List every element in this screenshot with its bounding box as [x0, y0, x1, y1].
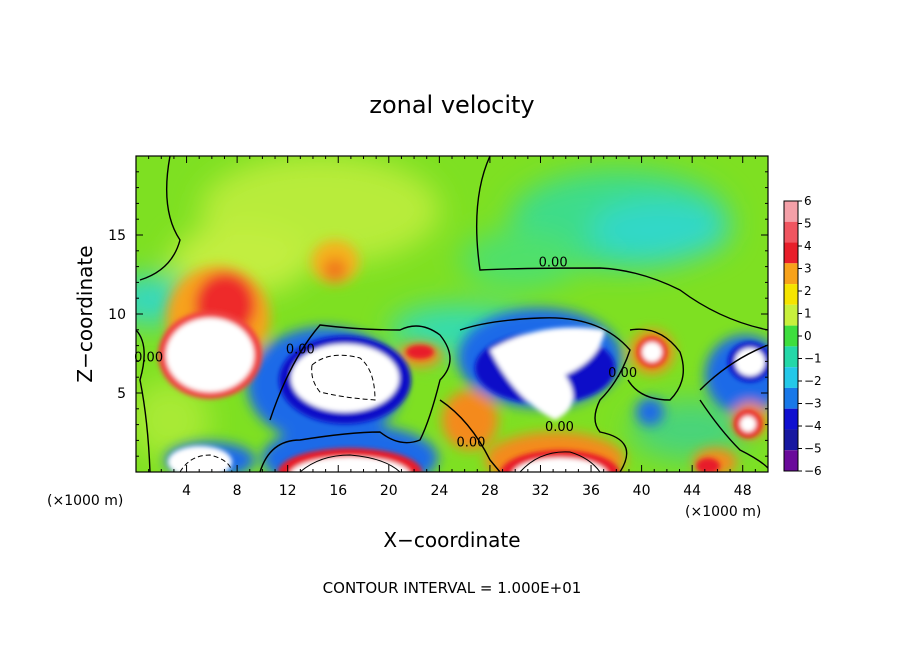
y-tick-label: 15 — [108, 228, 126, 244]
heatmap-field — [136, 156, 768, 472]
colorbar-swatch — [784, 387, 798, 409]
x-tick-label: 16 — [329, 483, 347, 499]
colorbar: 6 5 4 3 2 1 0 −1 −2 −3 −4 −5 −6 — [783, 194, 822, 478]
positive-contours — [299, 451, 601, 472]
y-axis-ticks: 5 10 15 — [108, 171, 768, 457]
colorbar-swatch — [784, 429, 798, 451]
colorbar-label: −2 — [804, 374, 822, 388]
x-axis-units-left: (×1000 m) — [47, 493, 123, 509]
colorbar-swatch — [784, 304, 798, 326]
x-tick-label: 48 — [734, 483, 752, 499]
colorbar-swatch — [784, 367, 798, 388]
x-axis-label: X−coordinate — [383, 528, 520, 552]
colorbar-swatch — [784, 408, 798, 430]
y-axis-label: Z−coordinate — [73, 245, 97, 382]
field-cores — [158, 311, 768, 472]
zero-contours — [136, 156, 768, 472]
y-tick-label: 10 — [108, 307, 126, 323]
x-tick-label: 44 — [683, 483, 701, 499]
colorbar-label: −1 — [804, 352, 822, 366]
contour-label: 0.00 — [545, 420, 574, 435]
contour-label: 0.00 — [286, 343, 315, 358]
colorbar-swatch — [784, 201, 798, 222]
colorbar-label: 6 — [804, 194, 812, 208]
chart-title: zonal velocity — [369, 91, 534, 119]
negative-contours — [179, 354, 376, 472]
contour-label: 0.00 — [539, 256, 568, 271]
x-tick-label: 32 — [532, 483, 550, 499]
x-axis-ticks: 4 8 12 16 20 24 28 32 36 40 44 48 — [148, 156, 756, 499]
colorbar-swatch — [784, 346, 798, 368]
contour-label: 0.00 — [608, 366, 637, 381]
colorbar-swatch — [784, 325, 798, 347]
contour-label: 0.00 — [134, 350, 163, 365]
colorbar-label: 3 — [804, 262, 812, 276]
colorbar-label: −4 — [804, 419, 822, 433]
colorbar-swatch — [784, 263, 798, 285]
colorbar-label: 1 — [804, 307, 812, 321]
y-tick-label: 5 — [117, 386, 126, 402]
x-tick-label: 4 — [182, 483, 191, 499]
colorbar-label: 0 — [804, 329, 812, 343]
x-tick-label: 12 — [279, 483, 297, 499]
contour-label: 0.00 — [456, 436, 485, 451]
colorbar-label: 4 — [804, 239, 812, 253]
colorbar-label: −6 — [804, 464, 822, 478]
colorbar-label: −3 — [804, 397, 822, 411]
colorbar-label: 5 — [804, 217, 812, 231]
colorbar-swatch — [784, 284, 798, 305]
colorbar-label: −5 — [804, 442, 822, 456]
x-tick-label: 40 — [633, 483, 651, 499]
colorbar-label: 2 — [804, 284, 812, 298]
contour-labels: 0.00 0.00 0.00 0.00 0.00 0.00 — [134, 256, 637, 451]
colorbar-swatch — [784, 221, 798, 243]
x-tick-label: 36 — [582, 483, 600, 499]
colorbar-swatch — [784, 242, 798, 264]
colorbar-swatch — [784, 450, 798, 471]
x-axis-units-right: (×1000 m) — [685, 504, 761, 520]
x-tick-label: 20 — [380, 483, 398, 499]
x-tick-label: 24 — [430, 483, 448, 499]
contour-interval-note: CONTOUR INTERVAL = 1.000E+01 — [323, 579, 582, 597]
x-tick-label: 8 — [233, 483, 242, 499]
x-tick-label: 28 — [481, 483, 499, 499]
